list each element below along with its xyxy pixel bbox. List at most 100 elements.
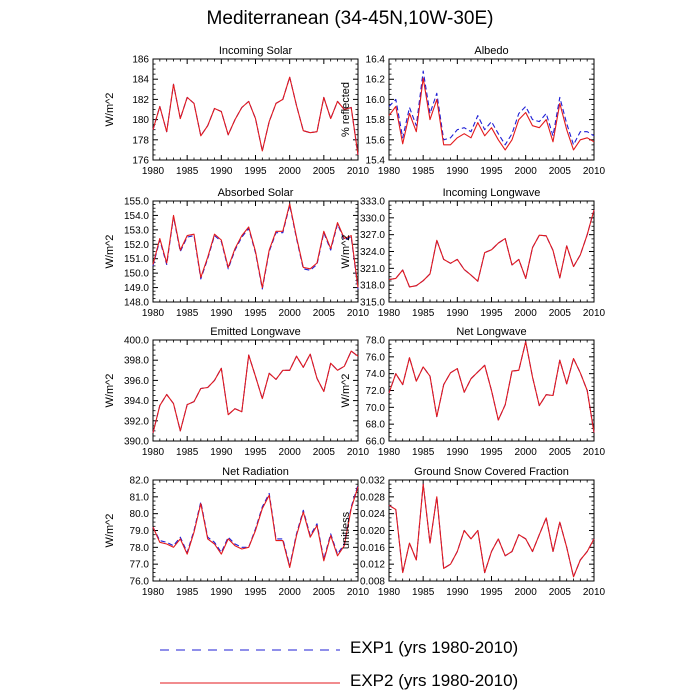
x-tick-label: 1995 bbox=[480, 447, 503, 458]
y-tick-label: 150.0 bbox=[124, 269, 149, 280]
x-tick-label: 2000 bbox=[515, 166, 538, 177]
y-tick-label: 0.012 bbox=[360, 560, 385, 571]
y-tick-label: 186 bbox=[132, 55, 149, 66]
x-tick-label: 1990 bbox=[210, 447, 233, 458]
series-line-exp1 bbox=[152, 76, 359, 155]
series-line-exp2 bbox=[388, 483, 595, 578]
panel-title: Absorbed Solar bbox=[218, 187, 294, 199]
x-tick-label: 2010 bbox=[347, 308, 370, 319]
x-tick-label: 1980 bbox=[378, 587, 401, 598]
x-tick-label: 2005 bbox=[313, 166, 336, 177]
x-tick-label: 2005 bbox=[549, 447, 572, 458]
x-tick-label: 2000 bbox=[279, 447, 302, 458]
y-tick-label: 15.4 bbox=[366, 156, 386, 167]
y-tick-label: 15.6 bbox=[366, 135, 386, 146]
x-tick-label: 1990 bbox=[210, 166, 233, 177]
plot-frame bbox=[388, 479, 595, 582]
series-line-exp1 bbox=[388, 483, 595, 578]
x-tick-label: 1995 bbox=[244, 447, 267, 458]
y-tick-label: 76.0 bbox=[130, 577, 150, 588]
series-line-exp2 bbox=[388, 209, 595, 288]
x-tick-label: 2005 bbox=[313, 308, 336, 319]
y-axis-label: W/m^2 bbox=[340, 374, 352, 408]
x-tick-label: 2010 bbox=[347, 447, 370, 458]
panel-title: Ground Snow Covered Fraction bbox=[414, 466, 569, 478]
series-line-exp2 bbox=[152, 486, 359, 569]
panel-net-longwave: Net Longwave 66.0 68.0 70.0 72.0 74.0 76.0 78.0… bbox=[340, 326, 606, 458]
y-tick-label: 16.2 bbox=[366, 75, 386, 86]
x-tick-label: 1985 bbox=[412, 308, 435, 319]
y-tick-label: 155.0 bbox=[124, 197, 149, 208]
y-tick-label: 16.0 bbox=[366, 95, 386, 106]
x-tick-label: 2000 bbox=[515, 308, 538, 319]
y-tick-label: 66.0 bbox=[366, 437, 386, 448]
series-line-exp1 bbox=[388, 209, 595, 288]
x-tick-label: 2000 bbox=[515, 587, 538, 598]
y-axis-label: W/m^2 bbox=[104, 235, 116, 269]
panel-incoming-solar: Incoming Solar 176 178 180 182 184 186 1980 1985… bbox=[104, 45, 370, 177]
y-tick-label: 70.0 bbox=[366, 403, 386, 414]
x-tick-label: 2005 bbox=[313, 447, 336, 458]
x-tick-label: 1990 bbox=[446, 587, 469, 598]
series-line-exp2 bbox=[152, 203, 359, 289]
y-tick-label: 78.0 bbox=[366, 336, 386, 347]
panel-title: Incoming Longwave bbox=[443, 187, 541, 199]
y-tick-label: 151.0 bbox=[124, 254, 149, 265]
series-line-exp1 bbox=[388, 70, 595, 146]
panel-title: Albedo bbox=[474, 45, 508, 57]
y-tick-label: 0.032 bbox=[360, 476, 385, 487]
y-tick-label: 77.0 bbox=[130, 560, 150, 571]
x-tick-label: 1995 bbox=[480, 166, 503, 177]
y-tick-label: 178 bbox=[132, 135, 149, 146]
y-tick-label: 0.008 bbox=[360, 577, 385, 588]
panel-incoming-longwave: Incoming Longwave 315.0 318.0 321.0 324.0 327… bbox=[340, 187, 606, 319]
y-tick-label: 318.0 bbox=[360, 281, 385, 292]
y-tick-label: 0.024 bbox=[360, 509, 385, 520]
y-tick-label: 82.0 bbox=[130, 476, 150, 487]
series-line-exp2 bbox=[152, 76, 359, 155]
y-tick-label: 400.0 bbox=[124, 336, 149, 347]
x-tick-label: 2000 bbox=[279, 166, 302, 177]
panel-title: Net Radiation bbox=[222, 466, 289, 478]
x-tick-label: 2010 bbox=[583, 166, 606, 177]
y-axis-label: W/m^2 bbox=[104, 374, 116, 408]
x-tick-label: 1990 bbox=[446, 308, 469, 319]
series-line-exp1 bbox=[152, 204, 359, 290]
y-tick-label: 152.0 bbox=[124, 240, 149, 251]
y-axis-label: W/m^2 bbox=[104, 93, 116, 127]
x-tick-label: 2010 bbox=[583, 587, 606, 598]
y-tick-label: 0.028 bbox=[360, 492, 385, 503]
x-tick-label: 1990 bbox=[210, 308, 233, 319]
y-tick-label: 78.0 bbox=[130, 543, 150, 554]
y-axis-label: unitless bbox=[340, 511, 352, 549]
series-line-exp1 bbox=[152, 484, 359, 567]
y-tick-label: 16.4 bbox=[366, 55, 386, 66]
y-tick-label: 315.0 bbox=[360, 298, 385, 309]
y-axis-label: % reflected bbox=[340, 82, 352, 137]
y-tick-label: 154.0 bbox=[124, 211, 149, 222]
y-tick-label: 394.0 bbox=[124, 396, 149, 407]
x-tick-label: 1980 bbox=[378, 166, 401, 177]
y-tick-label: 68.0 bbox=[366, 420, 386, 431]
x-tick-label: 1985 bbox=[412, 166, 435, 177]
y-tick-label: 76.0 bbox=[366, 352, 386, 363]
x-tick-label: 1980 bbox=[378, 447, 401, 458]
y-axis-label: W/m^2 bbox=[104, 514, 116, 548]
plot-frame bbox=[388, 200, 595, 303]
y-tick-label: 80.0 bbox=[130, 509, 150, 520]
x-tick-label: 1980 bbox=[142, 587, 165, 598]
x-tick-label: 1995 bbox=[480, 308, 503, 319]
y-tick-label: 184 bbox=[132, 75, 149, 86]
series-line-exp1 bbox=[152, 350, 359, 434]
x-tick-label: 2010 bbox=[347, 587, 370, 598]
y-tick-label: 153.0 bbox=[124, 225, 149, 236]
x-tick-label: 1985 bbox=[176, 447, 199, 458]
x-tick-label: 1990 bbox=[446, 166, 469, 177]
plot-frame bbox=[152, 339, 359, 442]
x-tick-label: 1995 bbox=[244, 308, 267, 319]
series-line-exp2 bbox=[152, 350, 359, 434]
x-tick-label: 1985 bbox=[412, 447, 435, 458]
y-tick-label: 398.0 bbox=[124, 356, 149, 367]
legend-label-exp1: EXP1 (yrs 1980-2010) bbox=[350, 638, 519, 657]
y-tick-label: 0.016 bbox=[360, 543, 385, 554]
